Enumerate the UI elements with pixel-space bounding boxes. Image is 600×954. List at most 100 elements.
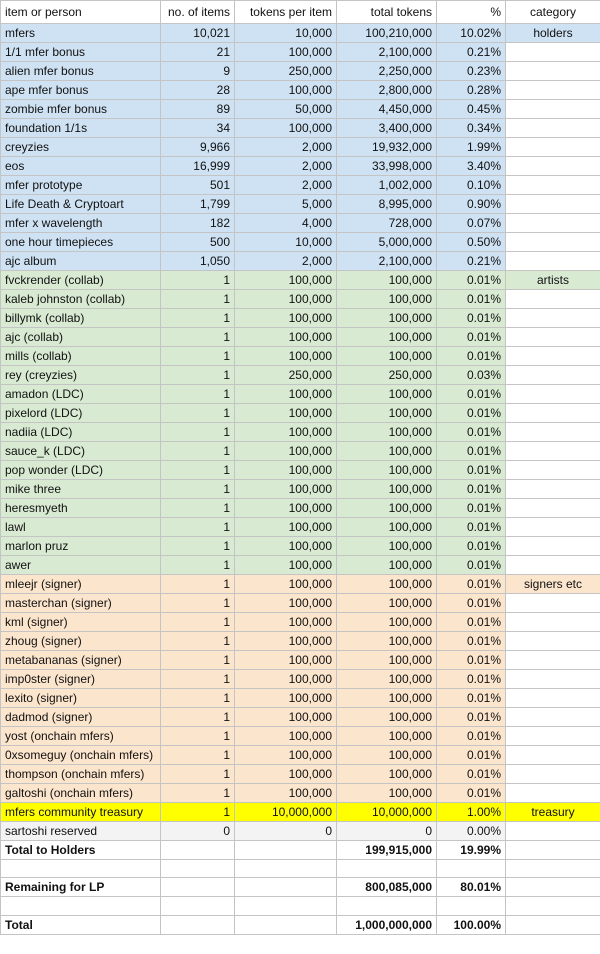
cell: one hour timepieces [0, 232, 161, 252]
cell: 1 [160, 365, 235, 385]
table-row: lexito (signer) 1 100,000 100,000 0.01% [0, 688, 600, 708]
cell [505, 612, 600, 632]
cell: sauce_k (LDC) [0, 441, 161, 461]
cell: 0.01% [436, 650, 506, 670]
cell [505, 593, 600, 613]
cell [505, 232, 600, 252]
cell: 100,000 [336, 479, 437, 499]
cell [505, 194, 600, 214]
cell [505, 726, 600, 746]
cell: 1 [160, 403, 235, 423]
cell: 0 [234, 821, 337, 841]
cell: 100,000 [336, 536, 437, 556]
cell: 80.01% [436, 877, 506, 898]
cell [505, 327, 600, 347]
cell: marlon pruz [0, 536, 161, 556]
cell [505, 42, 600, 62]
cell: 1 [160, 327, 235, 347]
cell [505, 156, 600, 176]
cell: 1 [160, 555, 235, 575]
cell: 2,800,000 [336, 80, 437, 100]
cell: 800,085,000 [336, 877, 437, 898]
cell: 1 [160, 422, 235, 442]
cell: 3.40% [436, 156, 506, 176]
cell: signers etc [505, 574, 600, 594]
cell: 19,932,000 [336, 137, 437, 157]
cell: 1 [160, 764, 235, 784]
cell: 1.00% [436, 802, 506, 822]
cell: 728,000 [336, 213, 437, 233]
cell: 0.10% [436, 175, 506, 195]
cell: mfer prototype [0, 175, 161, 195]
table-row: nadiia (LDC) 1 100,000 100,000 0.01% [0, 422, 600, 442]
cell: 2,100,000 [336, 251, 437, 271]
table-row: mfers 10,021 10,000 100,210,000 10.02% holder… [0, 23, 600, 43]
cell: 100,000 [234, 42, 337, 62]
cell: 100,000 [336, 327, 437, 347]
cell: 100,000 [336, 384, 437, 404]
cell: eos [0, 156, 161, 176]
summary-row: Total 1,000,000,000 100.00% [0, 914, 600, 935]
cell: 5,000 [234, 194, 337, 214]
cell: 9,966 [160, 137, 235, 157]
cell: 0xsomeguy (onchain mfers) [0, 745, 161, 765]
cell: 10,000 [234, 232, 337, 252]
table-row: pixelord (LDC) 1 100,000 100,000 0.01% [0, 403, 600, 423]
cell: 100,000 [336, 403, 437, 423]
table-row: fvckrender (collab) 1 100,000 100,000 0.01% a… [0, 270, 600, 290]
cell [505, 99, 600, 119]
cell: 100,000 [336, 574, 437, 594]
cell: 10,000 [234, 23, 337, 43]
cell: 33,998,000 [336, 156, 437, 176]
cell: 182 [160, 213, 235, 233]
cell: 1 [160, 650, 235, 670]
cell: 0.01% [436, 479, 506, 499]
table-row: creyzies 9,966 2,000 19,932,000 1.99% [0, 137, 600, 157]
cell [505, 914, 600, 935]
cell [505, 840, 600, 860]
cell: 0.01% [436, 707, 506, 727]
table-row: zombie mfer bonus 89 50,000 4,450,000 0.45% [0, 99, 600, 119]
cell: 1 [160, 498, 235, 518]
cell: 100,000 [336, 555, 437, 575]
cell: 100.00% [436, 914, 506, 935]
cell: yost (onchain mfers) [0, 726, 161, 746]
cell: 1 [160, 669, 235, 689]
cell [234, 877, 337, 898]
cell: holders [505, 23, 600, 43]
cell: 1 [160, 612, 235, 632]
cell: 100,000 [234, 669, 337, 689]
cell: 0.01% [436, 441, 506, 461]
cell: Remaining for LP [0, 877, 161, 898]
table-row: thompson (onchain mfers) 1 100,000 100,000 0… [0, 764, 600, 784]
cell: 0.01% [436, 555, 506, 575]
cell: 199,915,000 [336, 840, 437, 860]
cell: 1 [160, 707, 235, 727]
cell: 100,000 [336, 707, 437, 727]
cell: ajc (collab) [0, 327, 161, 347]
cell: treasury [505, 802, 600, 822]
cell: 100,000 [234, 289, 337, 309]
cell: 100,000 [234, 612, 337, 632]
header-cell: tokens per item [234, 0, 337, 24]
cell: 100,000 [234, 650, 337, 670]
cell: 0.01% [436, 745, 506, 765]
header-row: item or person no. of items tokens per i… [0, 0, 600, 24]
cell: 100,000 [336, 308, 437, 328]
cell: 100,000 [234, 479, 337, 499]
table-row: Life Death & Cryptoart 1,799 5,000 8,995,00… [0, 194, 600, 214]
cell: 0.00% [436, 821, 506, 841]
cell: 2,000 [234, 156, 337, 176]
cell: 1 [160, 308, 235, 328]
cell: 100,000 [336, 498, 437, 518]
cell: zhoug (signer) [0, 631, 161, 651]
cell: 0.01% [436, 536, 506, 556]
cell: 100,000 [336, 460, 437, 480]
cell: 100,000 [336, 764, 437, 784]
cell: 0.01% [436, 498, 506, 518]
cell [505, 80, 600, 100]
cell: pop wonder (LDC) [0, 460, 161, 480]
cell: 1 [160, 574, 235, 594]
cell [505, 175, 600, 195]
